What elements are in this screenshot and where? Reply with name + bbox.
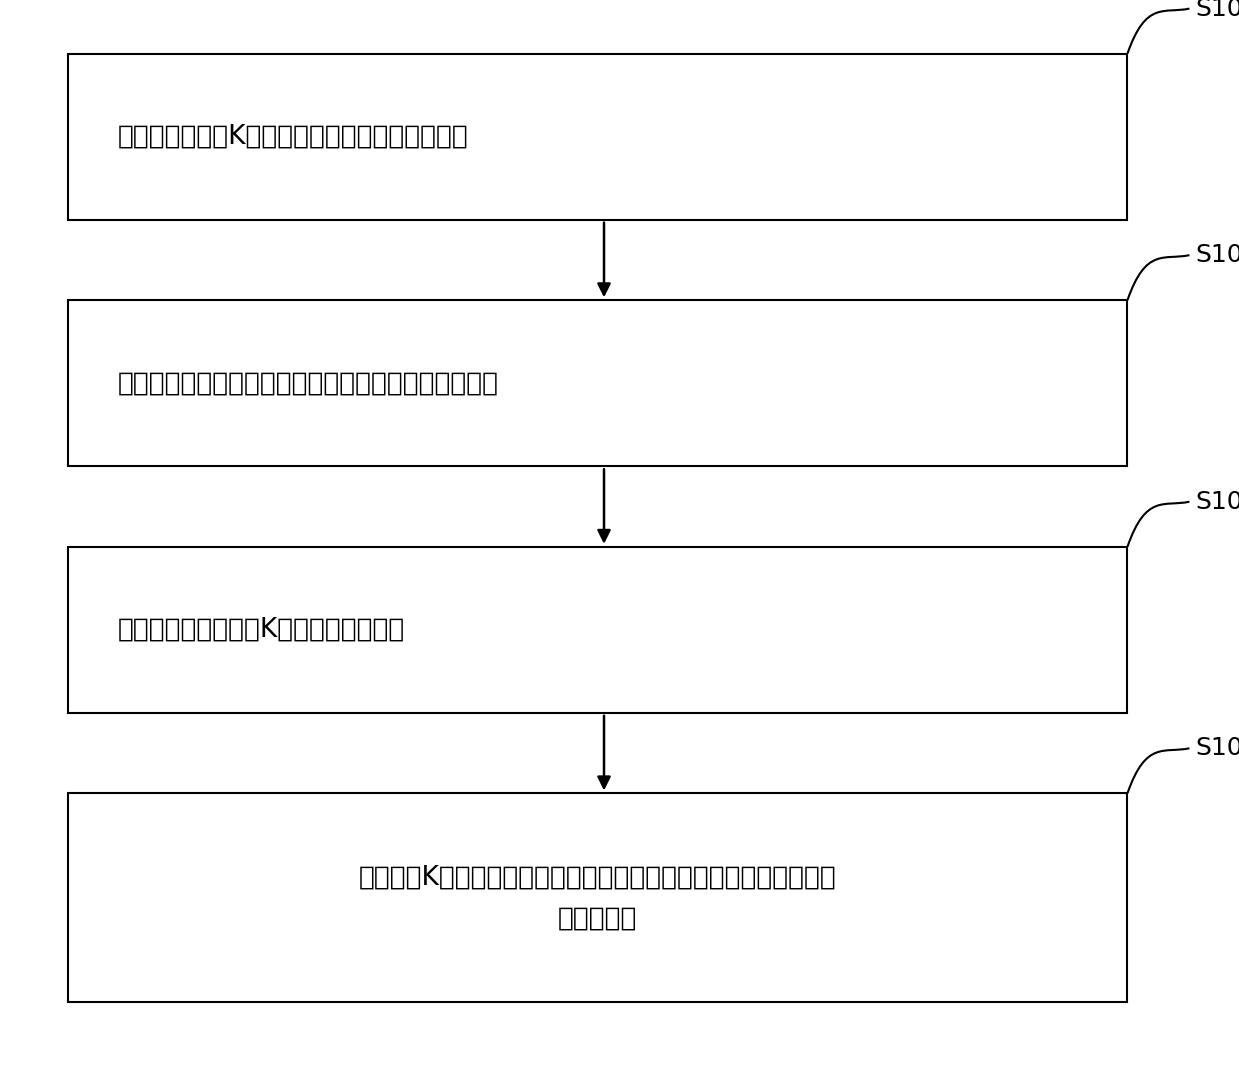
Text: 磁共振图像: 磁共振图像 <box>558 905 638 932</box>
Text: 将从所述K空间数据中采集的数据输入至深度学习网络，以获取线上: 将从所述K空间数据中采集的数据输入至深度学习网络，以获取线上 <box>359 864 836 891</box>
Text: S103: S103 <box>1196 490 1239 513</box>
Bar <box>68 54 1127 220</box>
Text: S102: S102 <box>1196 243 1239 267</box>
Text: S104: S104 <box>1196 736 1239 760</box>
Bar <box>68 547 1127 713</box>
Text: 对所述欠采掩模进行汉明滤波，以获取相应的欠采轨迹: 对所述欠采掩模进行汉明滤波，以获取相应的欠采轨迹 <box>118 370 499 397</box>
Text: 根据所述欠采轨迹对K空间数据进行采集: 根据所述欠采轨迹对K空间数据进行采集 <box>118 616 405 643</box>
Text: S101: S101 <box>1196 0 1239 20</box>
Text: 沿着预设维度对K空间的视野进行欠采掩模的设置: 沿着预设维度对K空间的视野进行欠采掩模的设置 <box>118 123 468 150</box>
Bar <box>68 300 1127 466</box>
Bar <box>68 793 1127 1002</box>
